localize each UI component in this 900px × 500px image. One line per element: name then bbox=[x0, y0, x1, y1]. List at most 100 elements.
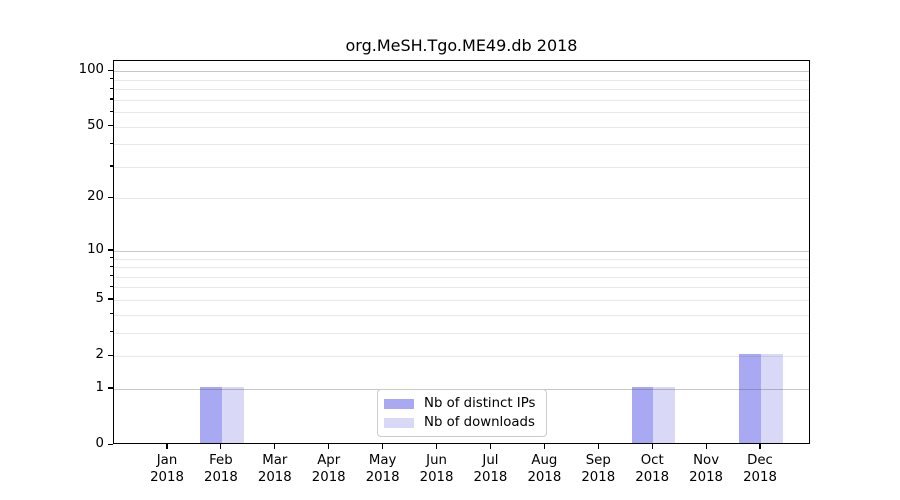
y-tick-label: 100 bbox=[78, 62, 104, 78]
x-tick-mark bbox=[382, 444, 384, 449]
x-tick-mark bbox=[328, 444, 330, 449]
x-tick-label-month: Apr bbox=[317, 453, 341, 468]
y-tick-label: 10 bbox=[87, 241, 104, 257]
x-tick-label-month: Nov bbox=[693, 453, 720, 468]
minor-gridline bbox=[114, 356, 809, 358]
y-tick-mark bbox=[108, 69, 113, 71]
x-tick-label-year: 2018 bbox=[743, 470, 777, 485]
major-gridline bbox=[114, 250, 809, 252]
y-minor-tick-mark bbox=[110, 78, 113, 80]
x-tick-mark bbox=[705, 444, 707, 449]
minor-gridline bbox=[114, 99, 809, 101]
minor-gridline bbox=[114, 166, 809, 168]
bar-downloads bbox=[221, 386, 244, 443]
x-tick-label-year: 2018 bbox=[203, 470, 238, 485]
major-gridline bbox=[114, 71, 809, 73]
x-tick-label-year: 2018 bbox=[635, 470, 670, 485]
y-minor-tick-mark bbox=[110, 165, 113, 167]
x-tick-mark bbox=[651, 444, 653, 449]
legend-swatch-distinct-ips bbox=[384, 398, 414, 409]
y-minor-tick-mark bbox=[110, 354, 113, 356]
bar-downloads bbox=[761, 354, 783, 443]
minor-gridline bbox=[114, 126, 809, 128]
y-minor-tick-mark bbox=[110, 87, 113, 89]
x-tick-label: Jul 2018 bbox=[474, 452, 508, 486]
x-tick-label: Dec 2018 bbox=[743, 452, 777, 486]
y-minor-tick-mark bbox=[110, 98, 113, 100]
x-tick-label-year: 2018 bbox=[581, 470, 616, 485]
x-tick-label-month: Sep bbox=[585, 453, 611, 468]
y-minor-tick-mark bbox=[110, 285, 113, 288]
x-tick-label-month: Mar bbox=[262, 453, 288, 468]
minor-gridline bbox=[114, 144, 809, 146]
x-tick-label-year: 2018 bbox=[257, 470, 292, 485]
minor-gridline bbox=[114, 198, 809, 200]
minor-gridline bbox=[114, 79, 809, 81]
y-tick-mark bbox=[108, 443, 113, 445]
plot-area bbox=[113, 60, 810, 444]
legend: Nb of distinct IPs Nb of downloads bbox=[377, 389, 547, 437]
x-tick-label: Aug 2018 bbox=[527, 452, 561, 486]
x-tick-label-month: Oct bbox=[640, 453, 664, 468]
y-minor-tick-mark bbox=[110, 275, 113, 277]
x-tick-mark bbox=[166, 444, 168, 449]
y-minor-tick-mark bbox=[110, 110, 113, 112]
x-tick-mark bbox=[543, 444, 545, 449]
y-minor-tick-mark bbox=[110, 142, 113, 144]
y-tick-label: 20 bbox=[87, 189, 104, 205]
bar-distinct-ips bbox=[631, 386, 654, 443]
legend-entry: Nb of distinct IPs bbox=[384, 396, 540, 411]
x-tick-label: Jan 2018 bbox=[150, 452, 184, 486]
y-tick-label: 2 bbox=[95, 347, 104, 363]
y-tick-label: 5 bbox=[95, 290, 104, 306]
minor-gridline bbox=[114, 112, 809, 114]
minor-gridline bbox=[114, 258, 809, 260]
minor-gridline bbox=[114, 314, 809, 316]
y-minor-tick-mark bbox=[110, 125, 113, 127]
legend-label: Nb of distinct IPs bbox=[424, 396, 536, 411]
x-tick-label-year: 2018 bbox=[419, 470, 454, 485]
x-tick-label-year: 2018 bbox=[311, 470, 346, 485]
x-tick-label: Nov 2018 bbox=[689, 452, 723, 486]
y-minor-tick-mark bbox=[110, 196, 113, 199]
minor-gridline bbox=[114, 276, 809, 278]
bar-downloads bbox=[653, 386, 675, 443]
x-tick-label-month: Feb bbox=[209, 453, 233, 468]
x-tick-mark bbox=[489, 444, 492, 449]
minor-gridline bbox=[114, 267, 809, 269]
bar-distinct-ips bbox=[739, 354, 761, 443]
minor-gridline bbox=[114, 287, 809, 289]
x-tick-mark bbox=[759, 444, 761, 449]
x-tick-label-month: Jan bbox=[156, 453, 178, 468]
minor-gridline bbox=[114, 332, 809, 334]
legend-label: Nb of downloads bbox=[424, 415, 535, 430]
x-tick-label-year: 2018 bbox=[150, 470, 184, 485]
y-minor-tick-mark bbox=[110, 298, 113, 300]
bar-distinct-ips bbox=[200, 386, 222, 443]
x-tick-label: Jun 2018 bbox=[420, 452, 454, 486]
x-tick-label-year: 2018 bbox=[473, 470, 508, 485]
x-tick-label-year: 2018 bbox=[365, 470, 400, 485]
x-tick-label: Mar 2018 bbox=[258, 452, 292, 486]
x-tick-label-month: May bbox=[368, 453, 397, 468]
x-tick-label: Oct 2018 bbox=[635, 452, 669, 486]
minor-gridline bbox=[114, 299, 809, 301]
y-minor-tick-mark bbox=[110, 313, 113, 315]
x-tick-label: Apr 2018 bbox=[312, 452, 346, 486]
x-tick-label: Feb 2018 bbox=[204, 452, 238, 486]
x-tick-label-month: Dec bbox=[747, 453, 773, 468]
x-tick-mark bbox=[597, 444, 599, 449]
x-tick-label-year: 2018 bbox=[689, 470, 724, 485]
x-tick-label-year: 2018 bbox=[527, 470, 562, 485]
legend-entry: Nb of downloads bbox=[384, 415, 540, 430]
x-tick-label-month: Jun bbox=[426, 453, 447, 468]
y-minor-tick-mark bbox=[110, 331, 113, 333]
y-minor-tick-mark bbox=[110, 257, 113, 259]
x-tick-label-month: Jul bbox=[482, 453, 499, 468]
x-tick-mark bbox=[220, 444, 222, 449]
y-tick-label: 50 bbox=[87, 117, 104, 133]
y-tick-mark bbox=[108, 387, 113, 389]
minor-gridline bbox=[114, 89, 809, 91]
x-tick-label: May 2018 bbox=[366, 452, 400, 486]
